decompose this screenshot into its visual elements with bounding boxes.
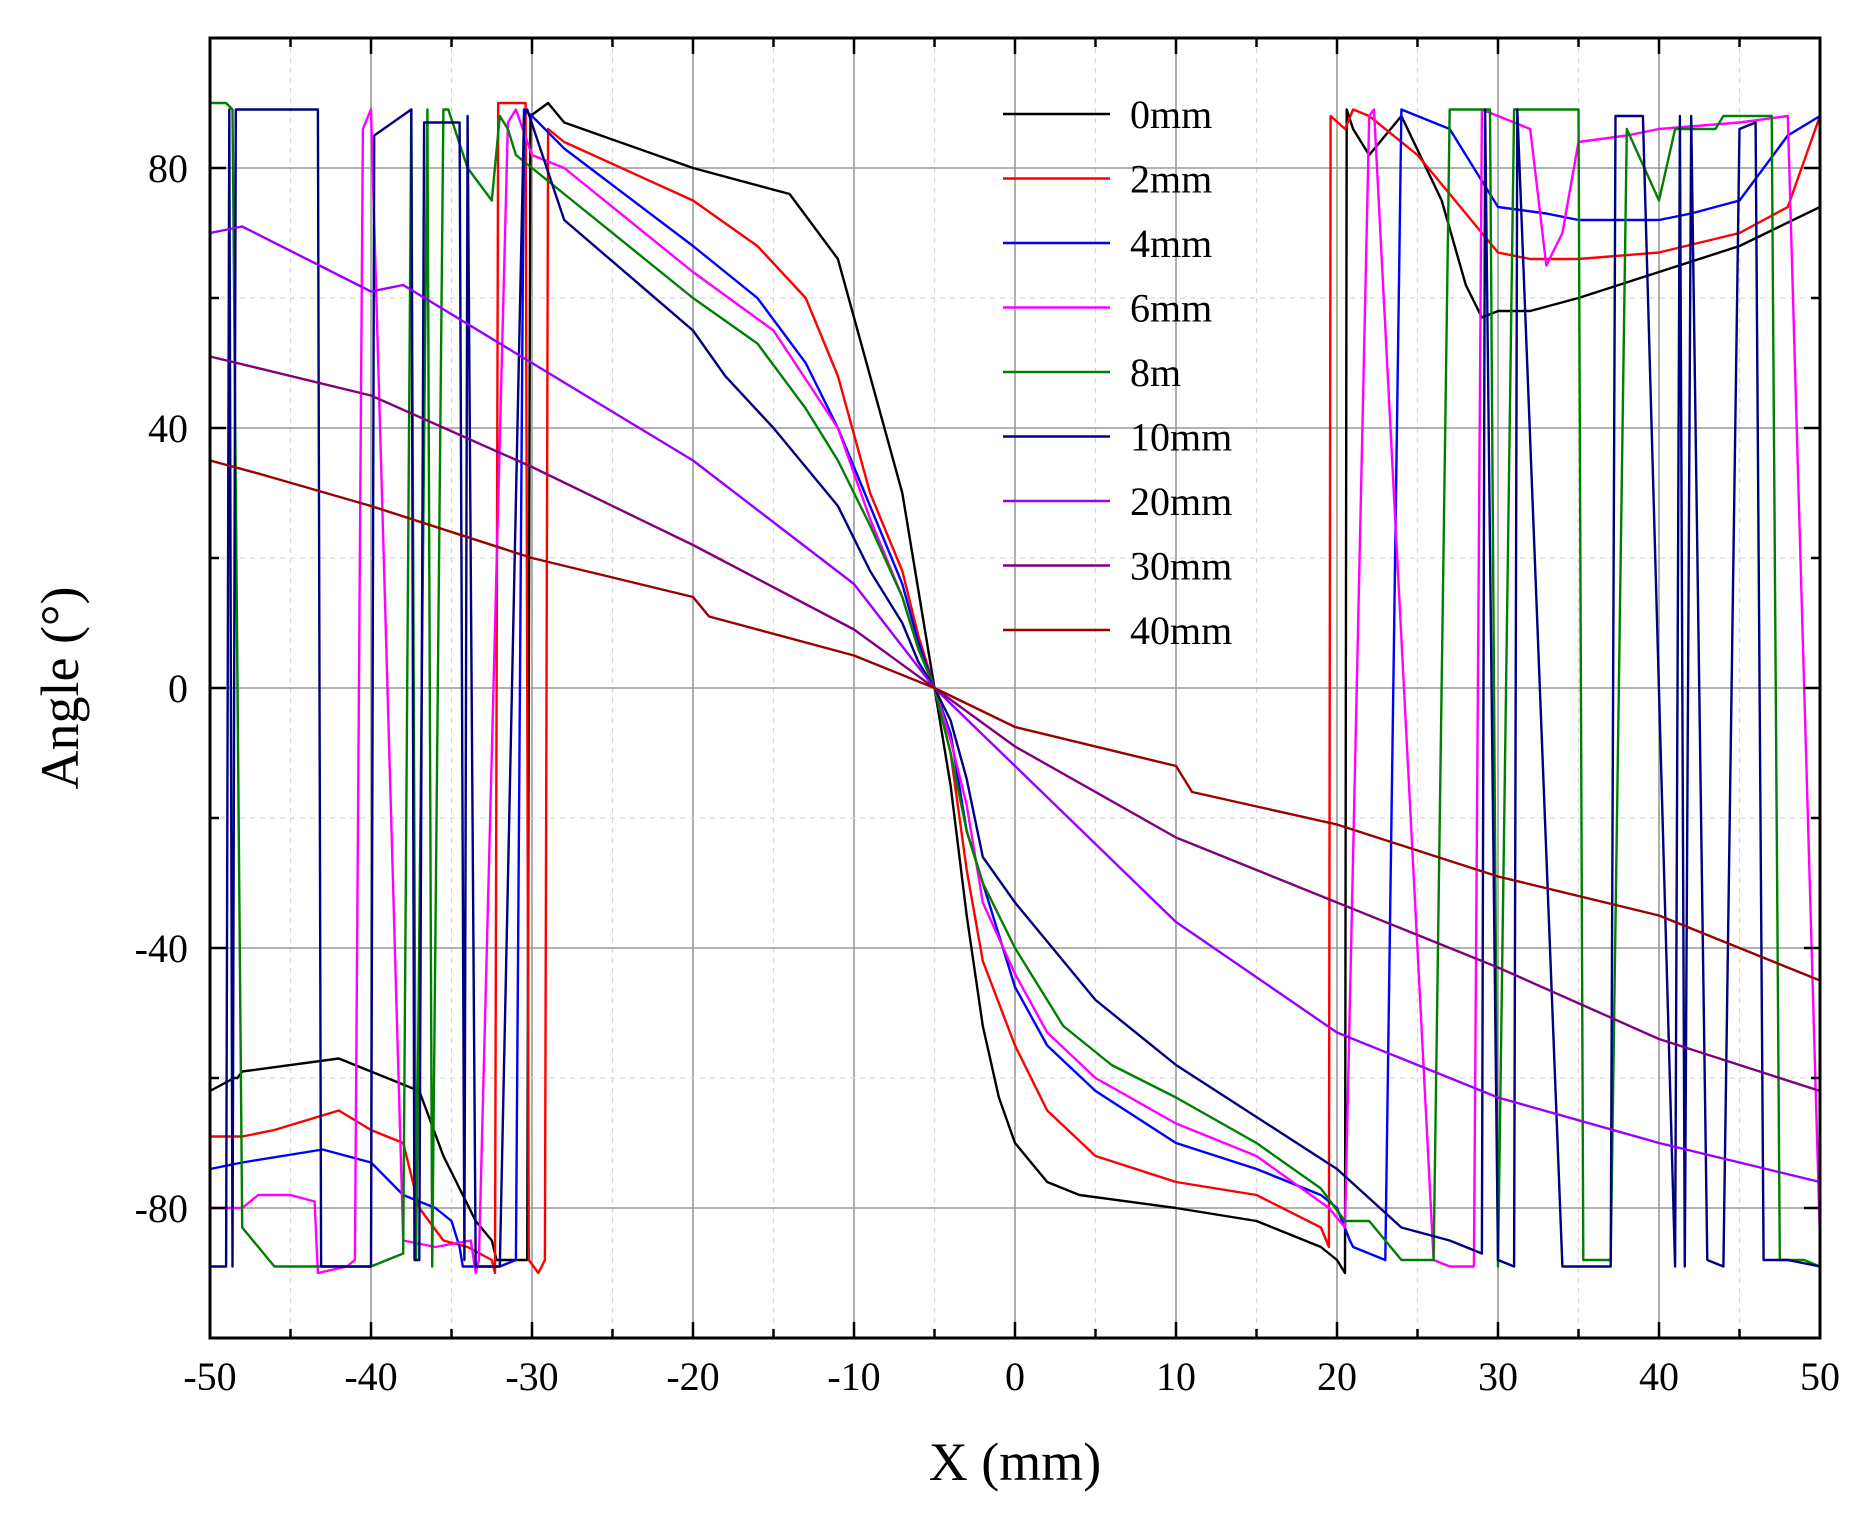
x-tick-label: 40 xyxy=(1639,1354,1679,1399)
legend-label-30mm: 30mm xyxy=(1130,544,1232,589)
x-tick-label: -30 xyxy=(505,1354,558,1399)
x-tick-label: 0 xyxy=(1005,1354,1025,1399)
legend-label-6mm: 6mm xyxy=(1130,286,1212,331)
series-line-20mm xyxy=(209,225,1821,1184)
x-tick-label: -40 xyxy=(344,1354,397,1399)
legend: 0mm 2mm 4mm 6mm 8m 10mm 20mm 30mm 40mm xyxy=(1003,92,1232,653)
x-tick-label: -20 xyxy=(666,1354,719,1399)
x-tick-label: -10 xyxy=(827,1354,880,1399)
y-tick-label: -80 xyxy=(135,1186,188,1231)
x-tick-label: 30 xyxy=(1478,1354,1518,1399)
legend-label-10mm: 10mm xyxy=(1130,415,1232,460)
y-axis-title: Angle (°) xyxy=(30,586,90,789)
x-tick-label: -50 xyxy=(183,1354,236,1399)
x-axis-title: X (mm) xyxy=(929,1432,1101,1492)
series-line-0mm xyxy=(209,101,1821,1275)
legend-label-40mm: 40mm xyxy=(1130,608,1232,653)
x-tick-label: 50 xyxy=(1800,1354,1840,1399)
ticks: -50 -40 -30 -20 -10 0 10 20 30 40 50 -80 -40 0 40 80 xyxy=(135,36,1840,1399)
y-tick-label: -40 xyxy=(135,926,188,971)
series-line-40mm xyxy=(209,459,1821,982)
legend-label-0mm: 0mm xyxy=(1130,92,1212,137)
legend-label-8m: 8m xyxy=(1130,350,1181,395)
legend-label-2mm: 2mm xyxy=(1130,157,1212,202)
y-tick-label: 80 xyxy=(148,146,188,191)
legend-label-20mm: 20mm xyxy=(1130,479,1232,524)
legend-label-4mm: 4mm xyxy=(1130,221,1212,266)
series-line-10mm xyxy=(210,108,1821,1268)
y-tick-label: 0 xyxy=(168,666,188,711)
x-tick-label: 20 xyxy=(1317,1354,1357,1399)
x-tick-label: 10 xyxy=(1156,1354,1196,1399)
y-tick-label: 40 xyxy=(148,406,188,451)
series-line-30mm xyxy=(209,355,1821,1093)
series-lines xyxy=(209,101,1822,1275)
